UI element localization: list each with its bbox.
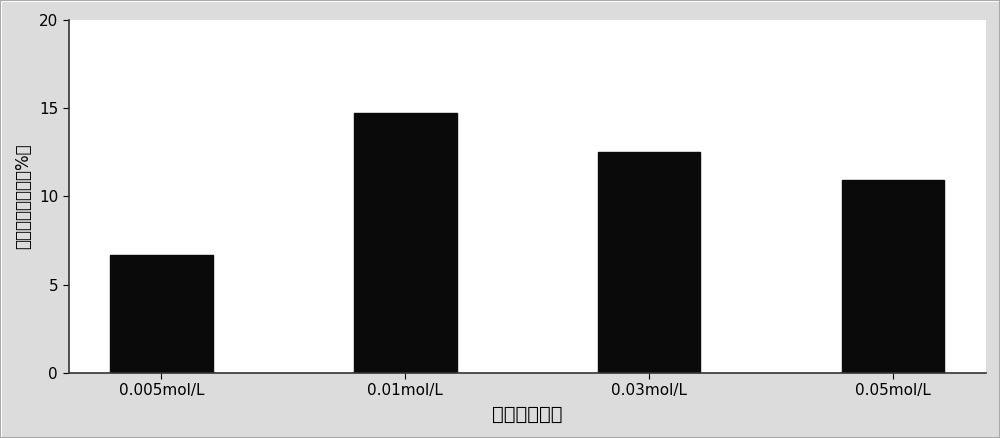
Bar xyxy=(110,254,213,373)
Bar xyxy=(598,152,700,373)
Y-axis label: 去除率的提高値（%）: 去除率的提高値（%） xyxy=(14,144,32,249)
X-axis label: 氯化铁的浓度: 氯化铁的浓度 xyxy=(492,405,563,424)
Bar xyxy=(842,180,944,373)
Bar xyxy=(354,113,457,373)
